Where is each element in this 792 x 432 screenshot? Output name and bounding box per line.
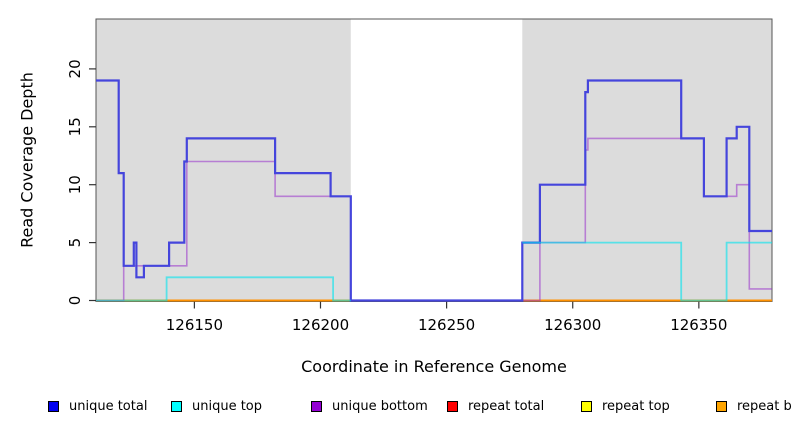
x-tick-label: 126250 bbox=[418, 316, 475, 334]
legend-swatch-unique-bottom bbox=[311, 401, 322, 412]
series-unique-top bbox=[522, 241, 772, 302]
x-axis-title: Coordinate in Reference Genome bbox=[301, 357, 567, 376]
x-tick-label: 126200 bbox=[292, 316, 349, 334]
y-tick-label: 0 bbox=[66, 296, 84, 306]
legend-label: repeat bottom bbox=[737, 399, 792, 414]
legend-label: unique top bbox=[192, 399, 263, 414]
legend-swatch-repeat-bottom bbox=[716, 401, 727, 412]
repeat-region-right bbox=[522, 19, 772, 301]
x-tick-label: 126150 bbox=[166, 316, 223, 334]
y-axis-title: Read Coverage Depth bbox=[17, 72, 37, 248]
legend-swatch-unique-top bbox=[171, 401, 182, 412]
legend-item-repeat-total: repeat total bbox=[447, 399, 544, 414]
repeat-region-left bbox=[96, 19, 351, 301]
y-tick-label: 15 bbox=[66, 117, 84, 136]
legend-label: repeat top bbox=[602, 399, 670, 414]
legend-item-repeat-bottom: repeat bottom bbox=[716, 399, 792, 414]
legend: unique total unique top unique bottom repea… bbox=[0, 399, 792, 419]
y-tick-label: 10 bbox=[66, 175, 84, 194]
legend-label: unique bottom bbox=[332, 399, 428, 414]
legend-item-unique-bottom: unique bottom bbox=[311, 399, 428, 414]
y-tick-label: 5 bbox=[66, 238, 84, 248]
legend-label: repeat total bbox=[468, 399, 545, 414]
legend-swatch-repeat-top bbox=[581, 401, 592, 412]
legend-swatch-repeat-total bbox=[447, 401, 458, 412]
legend-label: unique total bbox=[69, 399, 148, 414]
series-unique-top bbox=[96, 276, 351, 302]
series-unique-total bbox=[96, 79, 772, 302]
legend-item-unique-top: unique top bbox=[171, 399, 262, 414]
legend-item-repeat-top: repeat top bbox=[581, 399, 670, 414]
x-tick-label: 126350 bbox=[670, 316, 727, 334]
legend-swatch-unique-total bbox=[48, 401, 59, 412]
x-tick-label: 126300 bbox=[544, 316, 601, 334]
y-tick-label: 20 bbox=[66, 59, 84, 78]
legend-item-unique-total: unique total bbox=[48, 399, 147, 414]
